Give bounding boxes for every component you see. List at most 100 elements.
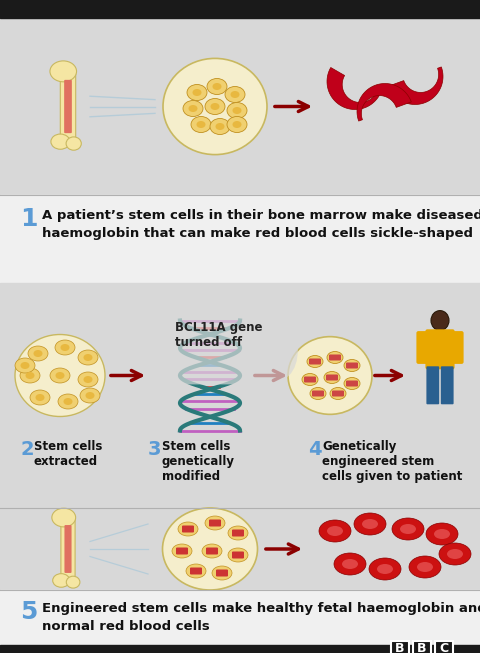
FancyBboxPatch shape (426, 366, 439, 404)
Text: 5: 5 (20, 600, 37, 624)
Ellipse shape (192, 89, 202, 96)
FancyBboxPatch shape (64, 525, 72, 573)
FancyBboxPatch shape (329, 355, 341, 360)
Text: B: B (417, 643, 427, 653)
FancyBboxPatch shape (425, 329, 455, 370)
Ellipse shape (20, 368, 40, 383)
Bar (0, 283, 480, 508)
Ellipse shape (85, 392, 95, 399)
Ellipse shape (50, 368, 70, 383)
Ellipse shape (207, 78, 227, 95)
Ellipse shape (431, 311, 449, 330)
FancyBboxPatch shape (232, 552, 244, 558)
Ellipse shape (15, 358, 35, 373)
Ellipse shape (36, 394, 45, 401)
Polygon shape (357, 84, 411, 121)
Ellipse shape (230, 91, 240, 98)
Ellipse shape (362, 519, 378, 529)
Ellipse shape (302, 374, 318, 385)
FancyBboxPatch shape (326, 375, 338, 381)
Ellipse shape (330, 387, 346, 400)
FancyBboxPatch shape (304, 377, 316, 383)
Ellipse shape (213, 83, 221, 90)
Ellipse shape (172, 544, 192, 558)
Ellipse shape (187, 84, 207, 101)
Ellipse shape (334, 553, 366, 575)
Ellipse shape (30, 390, 50, 405)
Ellipse shape (202, 544, 222, 558)
FancyBboxPatch shape (61, 517, 75, 581)
Ellipse shape (50, 61, 76, 82)
Ellipse shape (227, 103, 247, 118)
Ellipse shape (84, 376, 93, 383)
Ellipse shape (21, 362, 29, 369)
FancyBboxPatch shape (435, 641, 453, 653)
Ellipse shape (78, 350, 98, 365)
Polygon shape (327, 67, 379, 110)
Ellipse shape (25, 372, 35, 379)
Ellipse shape (186, 564, 206, 578)
Ellipse shape (400, 524, 416, 534)
Text: Stem cells
genetically
modified: Stem cells genetically modified (162, 440, 235, 483)
Ellipse shape (66, 576, 80, 588)
FancyBboxPatch shape (190, 567, 202, 575)
Ellipse shape (211, 103, 219, 110)
Text: 2: 2 (20, 440, 34, 459)
Ellipse shape (228, 526, 248, 540)
Ellipse shape (417, 562, 433, 572)
FancyBboxPatch shape (346, 381, 358, 387)
Ellipse shape (342, 559, 358, 569)
FancyBboxPatch shape (441, 366, 454, 404)
Ellipse shape (205, 99, 225, 114)
Ellipse shape (392, 518, 424, 540)
Ellipse shape (377, 564, 393, 574)
Bar (0, 590, 480, 645)
Ellipse shape (78, 372, 98, 387)
Ellipse shape (191, 116, 211, 133)
Ellipse shape (163, 58, 267, 155)
FancyBboxPatch shape (176, 547, 188, 554)
Ellipse shape (51, 134, 70, 150)
FancyBboxPatch shape (413, 641, 431, 653)
Ellipse shape (307, 355, 323, 368)
Ellipse shape (178, 522, 198, 536)
Bar (0, 195, 480, 283)
Ellipse shape (225, 86, 245, 103)
Ellipse shape (227, 116, 247, 133)
Ellipse shape (344, 377, 360, 389)
Ellipse shape (28, 346, 48, 361)
Ellipse shape (52, 508, 76, 527)
FancyBboxPatch shape (206, 547, 218, 554)
Ellipse shape (288, 337, 372, 415)
Ellipse shape (319, 520, 351, 542)
Ellipse shape (447, 549, 463, 559)
FancyBboxPatch shape (332, 390, 344, 396)
Ellipse shape (55, 340, 75, 355)
Bar (0, 645, 480, 653)
Ellipse shape (205, 516, 225, 530)
Ellipse shape (210, 118, 230, 135)
Ellipse shape (34, 350, 43, 357)
Ellipse shape (80, 388, 100, 403)
FancyBboxPatch shape (232, 530, 244, 537)
Ellipse shape (426, 523, 458, 545)
Text: 3: 3 (148, 440, 161, 459)
Ellipse shape (409, 556, 441, 578)
Ellipse shape (56, 372, 64, 379)
Ellipse shape (327, 526, 343, 536)
FancyBboxPatch shape (182, 526, 194, 532)
Text: BCL11A gene
turned off: BCL11A gene turned off (175, 321, 263, 349)
Polygon shape (389, 67, 443, 104)
Ellipse shape (310, 387, 326, 400)
FancyBboxPatch shape (312, 390, 324, 396)
Ellipse shape (66, 137, 81, 150)
Ellipse shape (183, 101, 203, 116)
Ellipse shape (212, 566, 232, 580)
FancyBboxPatch shape (216, 569, 228, 577)
Text: Stem cells
extracted: Stem cells extracted (34, 440, 102, 468)
Ellipse shape (53, 573, 70, 587)
Ellipse shape (228, 548, 248, 562)
Ellipse shape (163, 508, 257, 590)
Ellipse shape (354, 513, 386, 535)
FancyBboxPatch shape (60, 71, 76, 142)
